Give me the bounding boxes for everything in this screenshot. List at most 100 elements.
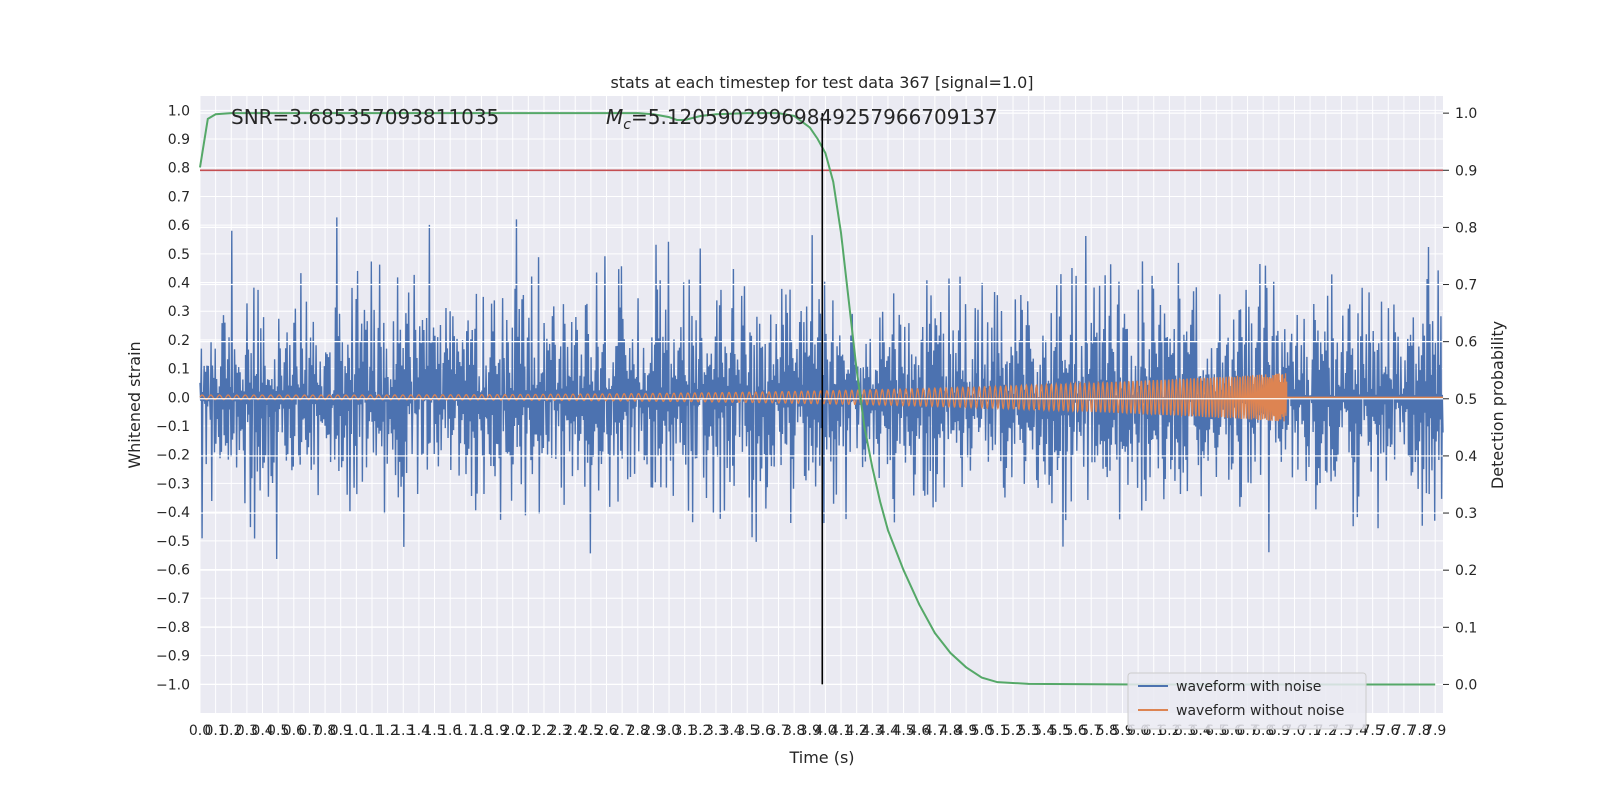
y-axis-label: Whitened strain [125, 341, 144, 468]
detection-probability-series [199, 112, 1436, 686]
x-tick-label: 1.0 [345, 723, 367, 739]
x-tick-label: 3.5 [736, 723, 758, 739]
x-tick-label: 0.7 [298, 723, 320, 739]
detection-probability-line [199, 112, 1436, 686]
x-tick-label: 4.5 [892, 723, 914, 739]
x-tick-label: 5.3 [1018, 723, 1040, 739]
x-tick-label: 2.2 [533, 723, 555, 739]
x-tick-label: 2.5 [580, 723, 602, 739]
x-tick-label: 3.9 [799, 723, 821, 739]
y-right-tick-label: 0.1 [1455, 620, 1477, 636]
y-right-axis-label: Detection probability [1488, 321, 1507, 489]
x-tick-label: 1.3 [392, 723, 414, 739]
x-tick-label: 1.4 [408, 723, 430, 739]
x-tick-label: 3.3 [705, 723, 727, 739]
x-tick-label: 3.2 [689, 723, 711, 739]
x-tick-label: 0.0 [189, 723, 211, 739]
y-right-tick-label: 0.2 [1455, 563, 1477, 579]
x-tick-label: 3.7 [767, 723, 789, 739]
legend-label-clean: waveform without noise [1176, 703, 1344, 719]
x-tick-label: 5.0 [971, 723, 993, 739]
x-tick-label: 7.7 [1393, 723, 1415, 739]
x-tick-label: 2.6 [595, 723, 617, 739]
y-tick-label: −0.8 [156, 620, 190, 636]
x-tick-label: 5.5 [1049, 723, 1071, 739]
y-right-tick-label: 0.4 [1455, 449, 1477, 465]
y-tick-label: −0.5 [156, 534, 190, 550]
x-tick-label: 3.8 [783, 723, 805, 739]
y-tick-label: −0.9 [156, 649, 190, 665]
x-tick-label: 0.3 [236, 723, 258, 739]
y-tick-label: 0.1 [168, 362, 190, 378]
x-tick-label: 1.7 [455, 723, 477, 739]
x-tick-label: 5.8 [1096, 723, 1118, 739]
x-tick-label: 0.4 [251, 723, 273, 739]
y-tick-label: 0.8 [168, 161, 190, 177]
y-tick-label: −0.1 [156, 419, 190, 435]
y-tick-label: 0.3 [168, 304, 190, 320]
y-tick-label: 0.7 [168, 189, 190, 205]
x-tick-label: 2.1 [517, 723, 539, 739]
x-tick-label: 0.8 [314, 723, 336, 739]
x-tick-label: 5.4 [1033, 723, 1055, 739]
x-tick-label: 0.5 [267, 723, 289, 739]
x-tick-label: 4.0 [814, 723, 836, 739]
x-tick-label: 2.9 [642, 723, 664, 739]
x-axis-label: Time (s) [788, 748, 854, 767]
x-tick-label: 2.7 [611, 723, 633, 739]
x-tick-label: 3.1 [674, 723, 696, 739]
x-tick-label: 5.7 [1080, 723, 1102, 739]
y-right-tick-label: 0.9 [1455, 163, 1477, 179]
x-tick-label: 7.5 [1362, 723, 1384, 739]
chirp-mass-value: =5.12059029969849257966709137 [631, 105, 998, 129]
x-tick-label: 4.1 [830, 723, 852, 739]
x-tick-label: 1.9 [486, 723, 508, 739]
y-tick-label: −0.3 [156, 476, 190, 492]
y-right-tick-labels: 1.0 0.9 0.8 0.7 0.6 0.5 0.4 0.3 0.2 0.1 0.0 [1443, 106, 1477, 693]
x-tick-label: 2.0 [502, 723, 524, 739]
snr-annotation: SNR=3.685357093811035 [231, 105, 499, 129]
y-tick-label: −1.0 [156, 677, 190, 693]
y-tick-label: 1.0 [168, 103, 190, 119]
x-tick-label: 1.2 [376, 723, 398, 739]
y-right-tick-label: 0.8 [1455, 220, 1477, 236]
chart-title: stats at each timestep for test data 367… [610, 73, 1033, 92]
x-tick-label: 0.1 [205, 723, 227, 739]
y-tick-label: −0.7 [156, 591, 190, 607]
x-tick-label: 4.8 [939, 723, 961, 739]
y-right-tick-label: 0.0 [1455, 677, 1477, 693]
y-tick-label: 0.4 [168, 276, 190, 292]
x-tick-label: 5.2 [1002, 723, 1024, 739]
y-tick-label: 0.0 [168, 390, 190, 406]
chirp-mass-subscript: c [623, 117, 631, 133]
x-tick-label: 4.6 [908, 723, 930, 739]
x-tick-label: 7.8 [1408, 723, 1430, 739]
x-tick-label: 4.2 [846, 723, 868, 739]
x-tick-label: 0.6 [283, 723, 305, 739]
y-tick-label: 0.9 [168, 132, 190, 148]
y-tick-label: 0.6 [168, 218, 190, 234]
legend-label-noise: waveform with noise [1176, 679, 1321, 695]
x-tick-label: 1.5 [423, 723, 445, 739]
y-tick-label: −0.2 [156, 448, 190, 464]
x-tick-label: 1.8 [470, 723, 492, 739]
y-right-tick-label: 0.7 [1455, 278, 1477, 294]
chirp-mass-annotation: Mc=5.12059029969849257966709137 [606, 105, 998, 133]
x-tick-label: 0.2 [220, 723, 242, 739]
x-tick-label: 5.1 [986, 723, 1008, 739]
x-tick-label: 3.6 [752, 723, 774, 739]
x-tick-label: 2.4 [564, 723, 586, 739]
y-tick-label: 0.2 [168, 333, 190, 349]
x-tick-label: 2.8 [627, 723, 649, 739]
y-tick-label: −0.6 [156, 563, 190, 579]
x-tick-label: 1.6 [439, 723, 461, 739]
x-tick-label: 4.7 [924, 723, 946, 739]
x-tick-label: 4.9 [955, 723, 977, 739]
x-tick-label: 0.9 [330, 723, 352, 739]
x-tick-label: 4.4 [877, 723, 899, 739]
x-tick-label: 5.6 [1064, 723, 1086, 739]
x-tick-label: 7.9 [1424, 723, 1446, 739]
y-tick-label: 0.5 [168, 247, 190, 263]
y-tick-labels: 1.0 0.9 0.8 0.7 0.6 0.5 0.4 0.3 0.2 0.1 0.0 −0.1 −0.… [156, 103, 190, 693]
